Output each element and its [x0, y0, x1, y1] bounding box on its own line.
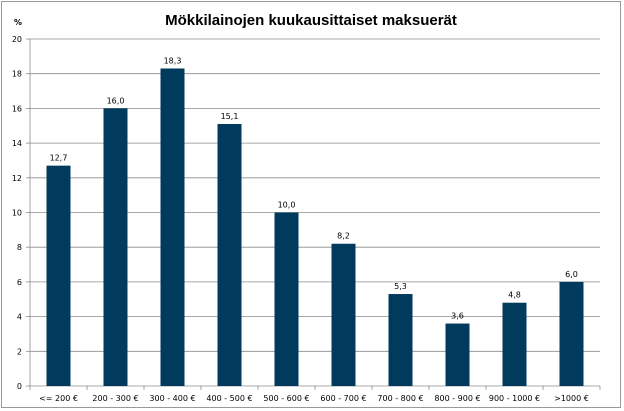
y-tick-label: 18 [12, 70, 22, 79]
y-tick-label: 8 [17, 243, 22, 252]
x-tick-label: 400 - 500 € [206, 394, 252, 403]
y-tick-label: 10 [12, 209, 22, 218]
x-tick-label: 200 - 300 € [92, 394, 138, 403]
data-label: 18,3 [164, 56, 182, 65]
x-tick-label: >1000 € [554, 394, 589, 403]
y-tick-label: 14 [12, 139, 22, 148]
bar [160, 68, 185, 387]
y-tick-label: 20 [12, 35, 22, 44]
x-tick-label: 600 - 700 € [320, 394, 366, 403]
bar [388, 294, 413, 386]
bar [103, 108, 128, 387]
value-labels: 12,7 16,0 18,3 15,1 10,0 8,2 5,3 3,6 4,8 6,0 [50, 56, 578, 320]
data-label: 8,2 [337, 232, 350, 241]
x-tick-label: 900 - 1000 € [489, 394, 540, 403]
y-axis-label: % [14, 18, 22, 27]
y-tick-label: 16 [12, 104, 22, 113]
y-tick-label: 4 [17, 313, 22, 322]
data-label: 10,0 [278, 201, 296, 210]
data-label: 4,8 [508, 291, 521, 300]
bar [46, 165, 71, 386]
bar [274, 212, 299, 386]
x-tick-label: 500 - 600 € [263, 394, 309, 403]
bar [502, 302, 527, 386]
bar [559, 281, 584, 386]
data-label: 16,0 [107, 96, 125, 105]
data-label: 5,3 [394, 282, 407, 291]
data-label: 15,1 [221, 112, 239, 121]
x-tick-label: 300 - 400 € [149, 394, 195, 403]
x-tick-label: <= 200 € [39, 394, 78, 403]
y-tick-label: 2 [17, 347, 22, 356]
data-label: 3,6 [451, 312, 464, 321]
x-tick-label: 700 - 800 € [377, 394, 423, 403]
bar [217, 124, 242, 386]
bars [46, 68, 584, 387]
y-tick-label: 6 [17, 278, 22, 287]
y-tick-label: 12 [12, 174, 22, 183]
data-label: 12,7 [50, 154, 68, 163]
tick-labels: 0 2 4 6 8 10 12 14 16 18 20 <= 200 € 200 - 300 € 300 … [12, 35, 589, 403]
chart-title: Mökkilainojen kuukausittaiset maksuerät [165, 12, 457, 29]
data-label: 6,0 [565, 270, 578, 279]
x-tick-label: 800 - 900 € [434, 394, 480, 403]
bar [445, 323, 470, 386]
y-tick-label: 0 [17, 382, 22, 391]
bar [331, 243, 356, 386]
